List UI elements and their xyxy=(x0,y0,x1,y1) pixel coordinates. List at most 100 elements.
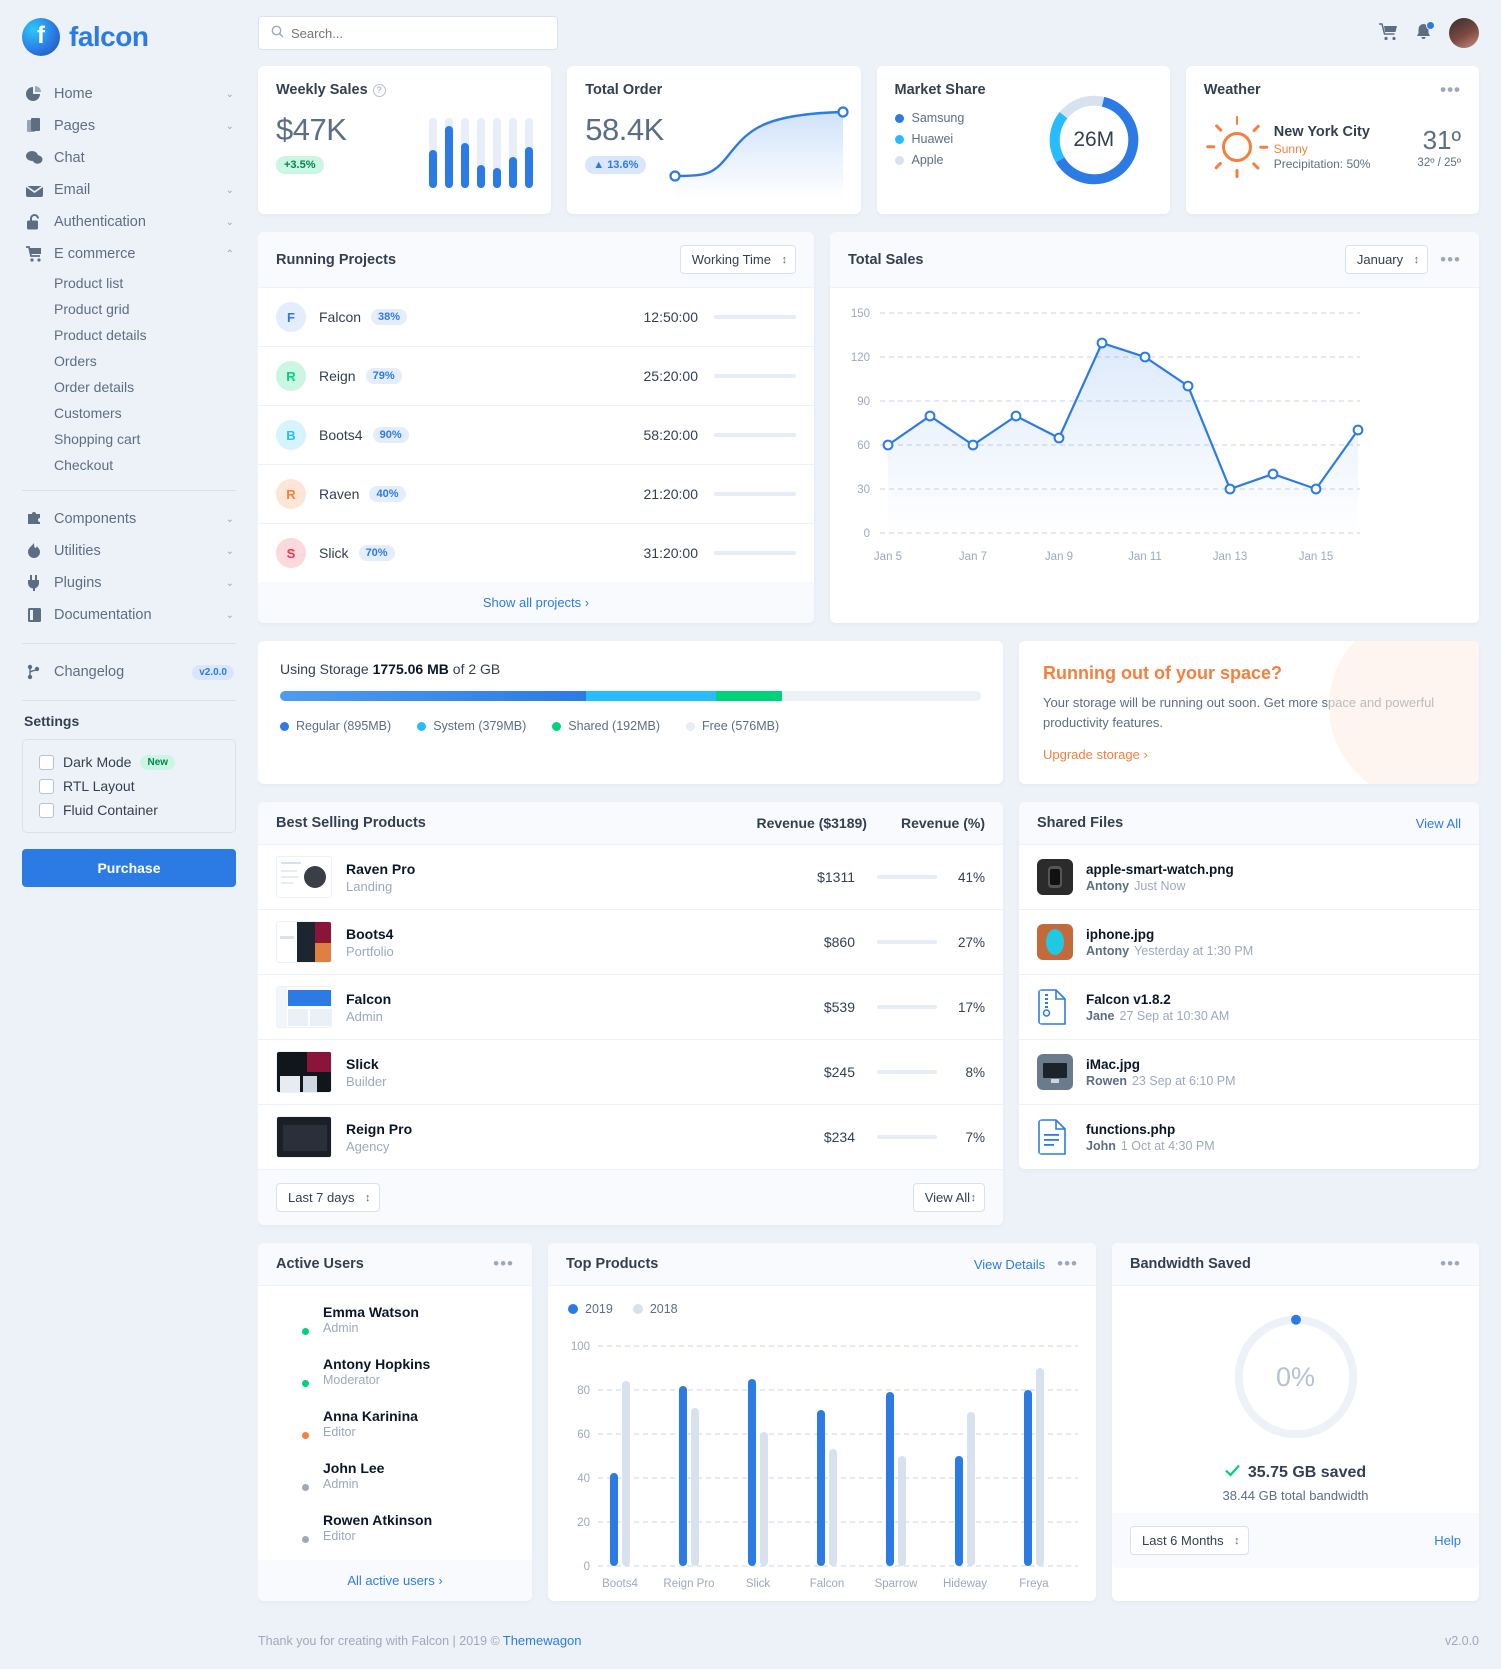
sidebar-item-product-grid[interactable]: Product grid xyxy=(54,301,130,317)
setting-dark-mode[interactable]: Dark Mode New xyxy=(39,754,219,770)
bell-icon[interactable] xyxy=(1415,20,1435,44)
setting-fluid-container[interactable]: Fluid Container xyxy=(39,802,219,818)
sidebar-label: Pages xyxy=(54,118,96,134)
svg-text:Reign Pro: Reign Pro xyxy=(663,1578,714,1590)
all-active-users-link[interactable]: All active users › xyxy=(347,1573,443,1589)
view-all-button[interactable]: View All xyxy=(912,1183,985,1213)
table-row[interactable]: S Slick 70% 31:20:00 xyxy=(258,524,814,582)
svg-text:Jan 13: Jan 13 xyxy=(1213,551,1248,563)
search-input[interactable] xyxy=(291,25,545,41)
sidebar-item-shopping-cart[interactable]: Shopping cart xyxy=(54,431,141,447)
upgrade-storage-link[interactable]: Upgrade storage › xyxy=(1043,747,1148,763)
sidebar-item-home[interactable]: Home ⌄ xyxy=(22,78,236,110)
avatar[interactable] xyxy=(1449,18,1479,48)
table-row[interactable]: Falcon Admin $539 17% xyxy=(258,975,1003,1041)
storage-seg-shared xyxy=(716,691,782,701)
chart-legend: 2019 2018 xyxy=(548,1286,1096,1316)
sidebar-item-ecommerce[interactable]: E commerce ⌃ xyxy=(22,238,236,270)
table-row[interactable]: B Boots4 90% 58:20:00 xyxy=(258,406,814,465)
legend-dot-free xyxy=(686,721,695,731)
chevron-down-icon: ⌄ xyxy=(225,184,234,196)
table-row[interactable]: Boots4 Portfolio $860 27% xyxy=(258,910,1003,976)
user-name: Anna Karinina xyxy=(323,1407,418,1424)
table-row[interactable]: Raven Pro Landing $1311 41% xyxy=(258,845,1003,911)
revenue-bar xyxy=(877,940,937,945)
purchase-button[interactable]: Purchase xyxy=(22,849,236,887)
market-share-legend: Samsung Huawei Apple xyxy=(894,111,1152,167)
more-options-icon[interactable]: ••• xyxy=(1440,80,1461,99)
checkbox-rtl-layout[interactable] xyxy=(39,778,54,794)
list-item[interactable]: iMac.jpg Rowen 23 Sep at 6:10 PM xyxy=(1019,1040,1479,1106)
view-all-link[interactable]: View All xyxy=(1415,815,1461,831)
sidebar-item-pages[interactable]: Pages ⌄ xyxy=(22,110,236,142)
search-box[interactable] xyxy=(258,16,558,50)
sidebar-item-product-list[interactable]: Product list xyxy=(54,275,124,291)
card-weekly-sales: Weekly Sales ? $47K +3.5% xyxy=(258,66,552,214)
sidebar-item-chat[interactable]: Chat xyxy=(22,142,236,174)
sidebar-item-components[interactable]: Components ⌄ xyxy=(22,503,236,535)
help-icon[interactable]: ? xyxy=(372,83,386,97)
sidebar-item-changelog[interactable]: Changelog v2.0.0 xyxy=(22,656,236,688)
table-row[interactable]: R Reign 79% 25:20:00 xyxy=(258,347,814,406)
more-options-icon[interactable]: ••• xyxy=(1057,1254,1078,1274)
pages-icon xyxy=(24,118,44,134)
product-thumbnail xyxy=(276,1051,332,1094)
sidebar-item-orders[interactable]: Orders xyxy=(54,353,97,369)
sidebar-item-product-details[interactable]: Product details xyxy=(54,327,147,343)
storage-label: Using Storage 1775.06 MB of 2 GB xyxy=(280,661,981,677)
cart-icon[interactable] xyxy=(1379,22,1398,44)
product-category: Portfolio xyxy=(346,943,394,959)
working-time-select[interactable]: Working Time xyxy=(679,245,796,274)
brand-logo-area[interactable]: falcon xyxy=(22,0,236,78)
product-thumbnail xyxy=(276,1116,332,1159)
sidebar-item-plugins[interactable]: Plugins ⌄ xyxy=(22,567,236,599)
status-badge xyxy=(300,1482,311,1494)
list-item[interactable]: Falcon v1.8.2 Jane 27 Sep at 10:30 AM xyxy=(1019,975,1479,1041)
bandwidth-range-select[interactable]: Last 6 Months xyxy=(1130,1526,1249,1556)
sidebar-item-documentation[interactable]: Documentation ⌄ xyxy=(22,599,236,631)
month-select[interactable]: January xyxy=(1344,245,1429,274)
sidebar-item-email[interactable]: Email ⌄ xyxy=(22,174,236,206)
list-item[interactable]: Rowen Atkinson Editor xyxy=(258,1501,532,1553)
table-row[interactable]: Reign Pro Agency $234 7% xyxy=(258,1105,1003,1169)
themewagon-link[interactable]: Themewagon xyxy=(502,1633,582,1649)
sidebar-item-authentication[interactable]: Authentication ⌄ xyxy=(22,206,236,238)
project-percent: 70% xyxy=(358,545,395,561)
sidebar-item-order-details[interactable]: Order details xyxy=(54,379,135,395)
table-row[interactable]: R Raven 40% 21:20:00 xyxy=(258,465,814,524)
bandwidth-gauge: 0% xyxy=(1231,1312,1361,1442)
list-item[interactable]: Antony Hopkins Moderator xyxy=(258,1345,532,1397)
sidebar-item-customers[interactable]: Customers xyxy=(54,405,122,421)
sidebar-item-checkout[interactable]: Checkout xyxy=(54,457,114,473)
list-item[interactable]: Anna Karinina Editor xyxy=(258,1397,532,1449)
bandwidth-percent: 0% xyxy=(1275,1361,1316,1392)
more-options-icon[interactable]: ••• xyxy=(1440,249,1461,269)
checkbox-fluid-container[interactable] xyxy=(39,802,54,818)
settings-title: Settings xyxy=(24,713,80,729)
project-time: 21:20:00 xyxy=(643,486,699,502)
more-options-icon[interactable]: ••• xyxy=(1440,1254,1461,1274)
storage-progress-bar xyxy=(280,691,981,701)
more-options-icon[interactable]: ••• xyxy=(493,1254,514,1274)
help-link[interactable]: Help xyxy=(1434,1533,1461,1549)
list-item[interactable]: John Lee Admin xyxy=(258,1449,532,1501)
list-item[interactable]: functions.php John 1 Oct at 4:30 PM xyxy=(1019,1105,1479,1169)
list-item[interactable]: Emma Watson Admin xyxy=(258,1293,532,1345)
card-title: Running Projects xyxy=(276,251,397,268)
view-details-link[interactable]: View Details xyxy=(973,1256,1046,1272)
svg-text:Boots4: Boots4 xyxy=(602,1578,638,1590)
list-item[interactable]: apple-smart-watch.png Antony Just Now xyxy=(1019,845,1479,911)
sidebar-label: Components xyxy=(54,511,137,527)
list-item[interactable]: iphone.jpg Antony Yesterday at 1:30 PM xyxy=(1019,910,1479,976)
setting-rtl-layout[interactable]: RTL Layout xyxy=(39,778,219,794)
sidebar-item-utilities[interactable]: Utilities ⌄ xyxy=(22,535,236,567)
checkbox-dark-mode[interactable] xyxy=(39,754,54,770)
table-row[interactable]: F Falcon 38% 12:50:00 xyxy=(258,288,814,347)
product-thumbnail xyxy=(276,986,332,1029)
table-row[interactable]: Slick Builder $245 8% xyxy=(258,1040,1003,1106)
show-all-projects-link[interactable]: Show all projects › xyxy=(482,595,590,610)
svg-text:Jan 7: Jan 7 xyxy=(959,551,987,563)
date-range-select[interactable]: Last 7 days xyxy=(276,1183,380,1213)
footer-version: v2.0.0 xyxy=(1444,1633,1479,1648)
svg-text:100: 100 xyxy=(571,1341,590,1353)
